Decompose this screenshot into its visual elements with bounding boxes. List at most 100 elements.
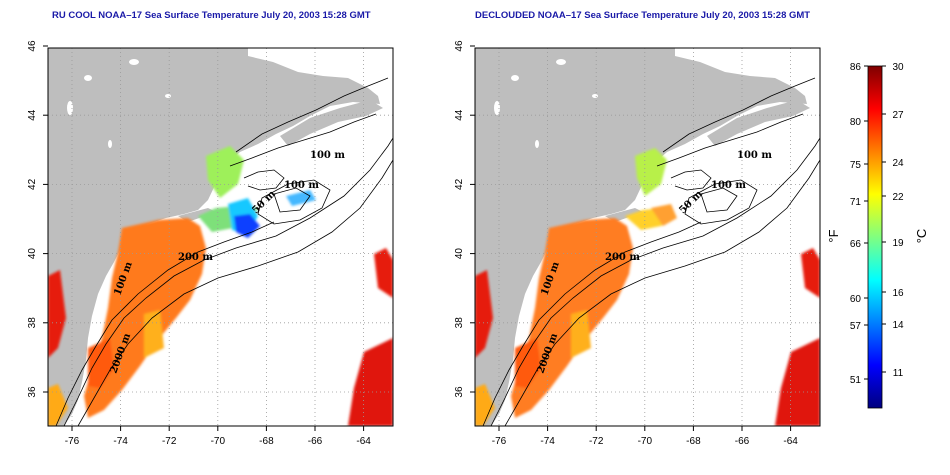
x-tick-label: -70	[211, 436, 226, 447]
contour-2000m	[504, 159, 820, 426]
map-frame	[47, 47, 394, 427]
temperature-colorbar: 86 80 75 71 66 60 57 51 30 27 24 22 19 16 14 11 °F °C	[826, 62, 929, 409]
y-tick-label: 40	[454, 248, 465, 260]
inland-lake	[494, 101, 500, 115]
x-tick-label: -76	[65, 436, 80, 447]
contour-georges-inner	[700, 187, 738, 213]
contour-label: 100 m	[310, 150, 345, 161]
contour-label: 100 m	[737, 150, 772, 161]
contour-100m-shelf	[55, 221, 275, 426]
y-tick-label: 42	[27, 178, 38, 190]
sst-field	[48, 146, 393, 426]
x-tick-label: -72	[162, 436, 177, 447]
contour-200m	[63, 137, 393, 426]
sst-hot-patch	[515, 338, 541, 388]
y-tick-label: 44	[454, 109, 465, 121]
contour-gulf-maine	[670, 169, 712, 191]
bathymetry-contours	[55, 77, 393, 426]
contour-100m-shelf	[482, 221, 702, 426]
celsius-tick-label: 19	[892, 238, 904, 249]
fahrenheit-unit-label: °F	[826, 229, 841, 242]
colorbar-strip	[867, 65, 883, 409]
x-tick-label: -72	[589, 436, 604, 447]
y-tick-label: 44	[27, 109, 38, 121]
sst-yellow-south	[475, 384, 495, 426]
fahrenheit-tick-label: 75	[850, 160, 862, 171]
inland-lake	[556, 59, 566, 65]
contour-2000m	[77, 159, 393, 426]
sst-red-southeast	[775, 338, 820, 426]
sst-gulf-maine	[206, 146, 244, 198]
contour-label: 100 m	[284, 180, 319, 191]
x-tick-label: -64	[356, 436, 371, 447]
celsius-tick-label: 30	[892, 62, 904, 73]
x-tick-label: -68	[686, 436, 701, 447]
contour-label: 200 m	[178, 252, 213, 263]
x-tick-label: -74	[113, 436, 128, 447]
celsius-tick-label: 27	[892, 110, 904, 121]
contour-georges-bank	[257, 179, 331, 225]
y-tick-label: 38	[27, 317, 38, 329]
sst-cool-bank	[286, 190, 316, 206]
celsius-tick-label: 16	[892, 288, 904, 299]
y-tick-label: 36	[454, 386, 465, 398]
y-tick-label: 46	[454, 40, 465, 52]
inland-lake	[108, 140, 112, 148]
land-mass	[48, 48, 380, 426]
contour-scotian-inner	[656, 113, 804, 167]
left-map-title: RU COOL NOAA–17 Sea Surface Temperature …	[52, 10, 371, 21]
fahrenheit-tick-label: 71	[850, 197, 862, 208]
x-tick-label: -66	[308, 436, 323, 447]
inland-lake	[511, 75, 519, 81]
y-tick-label: 38	[454, 317, 465, 329]
sst-hot-patch	[88, 338, 114, 388]
contour-scotian-shelf	[235, 77, 389, 153]
right-map-title: DECLOUDED NOAA–17 Sea Surface Temperatur…	[475, 10, 811, 21]
sst-red-southeast	[348, 338, 393, 426]
inland-lake	[535, 140, 539, 148]
inland-lake	[67, 101, 73, 115]
sst-red-coast	[475, 270, 493, 358]
bathymetry-contours	[482, 77, 820, 426]
contour-georges-inner	[273, 187, 311, 213]
celsius-tick-label: 11	[893, 368, 904, 379]
y-tick-label: 46	[27, 40, 38, 52]
x-tick-label: -70	[638, 436, 653, 447]
celsius-tick-label: 14	[892, 320, 904, 331]
y-tick-label: 42	[454, 178, 465, 190]
fahrenheit-tick-label: 80	[850, 117, 862, 128]
x-tick-label: -64	[783, 436, 798, 447]
celsius-unit-label: °C	[914, 229, 929, 244]
inland-lake	[592, 94, 598, 98]
fahrenheit-tick-label: 57	[850, 321, 862, 332]
x-tick-label: -66	[735, 436, 750, 447]
fahrenheit-tick-label: 60	[850, 294, 862, 305]
celsius-tick-label: 24	[892, 158, 904, 169]
x-tick-label: -76	[492, 436, 507, 447]
inland-lake	[165, 94, 171, 98]
y-tick-label: 40	[27, 248, 38, 260]
contour-200m	[490, 137, 820, 426]
contour-label: 100 m	[711, 180, 746, 191]
land-mass	[475, 48, 807, 426]
celsius-tick-label: 22	[892, 192, 904, 203]
sst-yellow-patch	[571, 310, 591, 358]
sst-red-offshore	[374, 248, 393, 298]
sst-yellow-patch	[144, 310, 164, 358]
contour-label: 200 m	[605, 252, 640, 263]
x-tick-label: -68	[259, 436, 274, 447]
map-frame	[474, 47, 821, 427]
sst-orange-patch	[651, 204, 677, 226]
fahrenheit-tick-label: 86	[850, 62, 862, 73]
nova-scotia-land	[280, 100, 383, 146]
sst-red-coast	[48, 270, 66, 358]
inland-lake	[84, 75, 92, 81]
contour-scotian-inner	[229, 113, 377, 167]
inland-lake	[129, 59, 139, 65]
contour-georges-bank	[684, 179, 758, 225]
x-tick-label: -74	[540, 436, 555, 447]
